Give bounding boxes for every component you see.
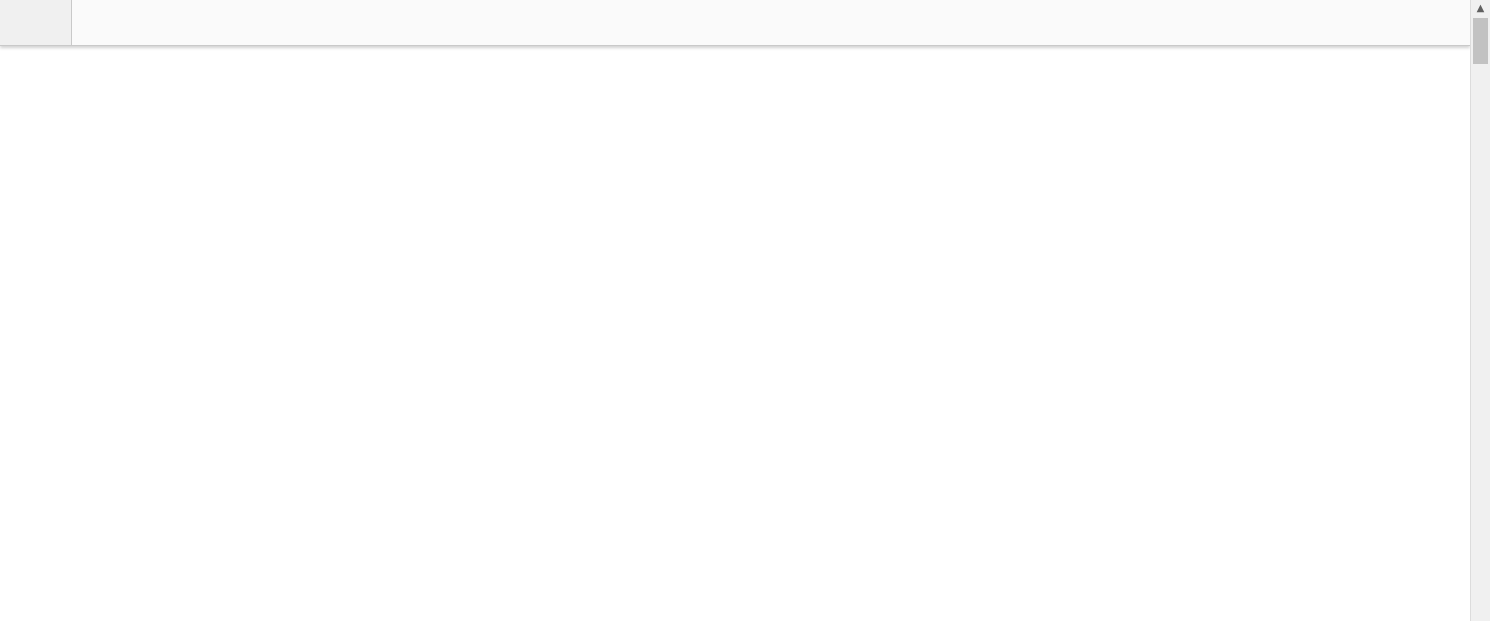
window-edge	[1490, 0, 1508, 621]
scrollbar-thumb[interactable]	[1473, 18, 1488, 64]
scroll-up-arrow-icon[interactable]: ▲	[1476, 3, 1485, 14]
vertical-scrollbar[interactable]: ▲	[1470, 0, 1490, 621]
corner-cell[interactable]	[0, 0, 72, 45]
data-grid[interactable]	[0, 0, 1470, 621]
column-header-row	[0, 0, 1470, 46]
